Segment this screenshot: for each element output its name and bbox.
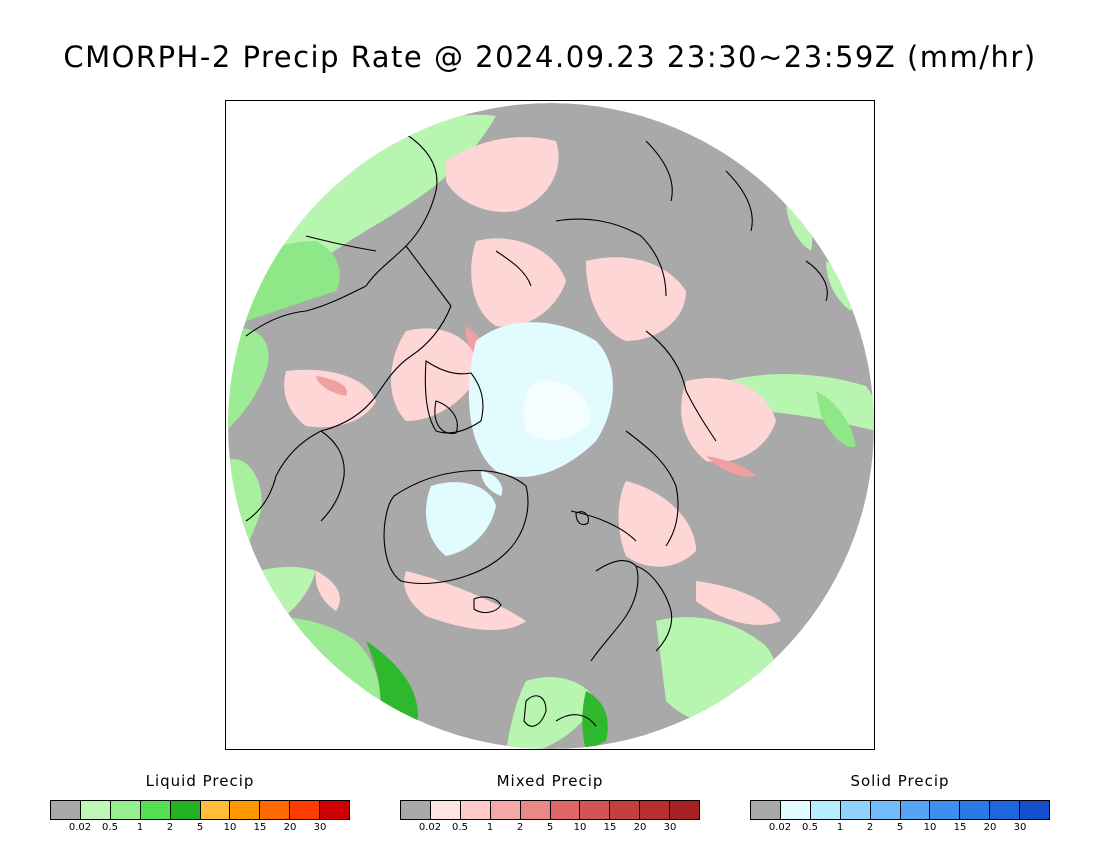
legend-swatch (900, 801, 931, 819)
legend-title: Mixed Precip (496, 772, 604, 790)
alaska-canada-border (405, 245, 452, 307)
legend-tick-label: 20 (283, 822, 297, 833)
laptev-coast (645, 330, 717, 442)
legend-swatch (840, 801, 871, 819)
legend-swatch (401, 801, 431, 819)
scandinavia-coast (590, 560, 639, 662)
map-title: CMORPH-2 Precip Rate @ 2024.09.23 23:30~… (63, 40, 1037, 74)
legend-swatch (51, 801, 81, 819)
legend-title: Liquid Precip (145, 772, 255, 790)
legend-tick-label: 10 (923, 822, 937, 833)
legend-tick-label: 5 (546, 822, 554, 833)
legend-swatch (170, 801, 201, 819)
legend-swatch (640, 801, 671, 819)
legend-tick-label: 20 (633, 822, 647, 833)
legend-tick-label: 15 (603, 822, 617, 833)
europe-coast (555, 714, 597, 727)
legend-swatch (490, 801, 521, 819)
arctic-archipelago-1 (424, 360, 484, 434)
legend-tick-label: 1 (136, 822, 144, 833)
british-isles (523, 695, 547, 727)
legend-swatches (50, 800, 350, 820)
legend-swatch (930, 801, 961, 819)
legend-ticks: 0.02 0.5 1 2 5 10 15 20 30 (50, 822, 350, 836)
legend-tick-label: 5 (896, 822, 904, 833)
chukotka-coast (645, 140, 673, 202)
legend-ticks: 0.02 0.5 1 2 5 10 15 20 30 (400, 822, 700, 836)
legend-tick-label: 10 (573, 822, 587, 833)
arctic-archipelago-2 (434, 400, 458, 435)
legend-tick-label: 2 (866, 822, 874, 833)
legend-tick-label: 0.02 (418, 822, 442, 833)
legend-swatch (580, 801, 611, 819)
legend-swatch (430, 801, 461, 819)
legend-swatch (520, 801, 551, 819)
coastlines (245, 130, 828, 727)
canada-arctic-coast (320, 305, 452, 432)
hudson-bay-east (320, 430, 345, 522)
legend-swatches (750, 800, 1050, 820)
legend-tick-label: 2 (516, 822, 524, 833)
legend-swatch (990, 801, 1021, 819)
legend-swatch (80, 801, 111, 819)
legend-swatch (320, 801, 350, 819)
legend-swatch (960, 801, 991, 819)
legend-swatch (110, 801, 141, 819)
alaska-south-coast (245, 285, 367, 337)
siberia-kara-coast (625, 430, 679, 547)
greenland-coast (383, 470, 529, 585)
legend-tick-label: 10 (223, 822, 237, 833)
legend-swatch (140, 801, 171, 819)
map-frame (225, 100, 875, 750)
legend-swatch (460, 801, 491, 819)
legend-tick-label: 1 (836, 822, 844, 833)
legend-swatches (400, 800, 700, 820)
legend-tick-label: 0.5 (802, 822, 818, 833)
legend-swatch (780, 801, 811, 819)
legend-tick-label: 5 (196, 822, 204, 833)
legend-tick-label: 30 (1013, 822, 1027, 833)
legend-swatch (290, 801, 321, 819)
legend-tick-label: 20 (983, 822, 997, 833)
legend-swatch (550, 801, 581, 819)
mixed-precip-areas (284, 137, 781, 631)
legend-tick-label: 15 (253, 822, 267, 833)
legend-tick-label: 2 (166, 822, 174, 833)
east-siberian-coast (555, 218, 667, 297)
legend-swatch (260, 801, 291, 819)
legend-swatch (1020, 801, 1050, 819)
sakhalin-coast (805, 260, 828, 302)
svalbard-coast (575, 511, 589, 526)
legend-tick-label: 30 (313, 822, 327, 833)
aleutian-arc (305, 235, 377, 252)
alaska-coast (365, 130, 438, 287)
legend-tick-label: 0.02 (768, 822, 792, 833)
legend-swatch (751, 801, 781, 819)
legend-swatch (610, 801, 641, 819)
legend-mixed: Mixed Precip 0.02 0.5 1 2 5 10 15 20 30 (400, 772, 700, 836)
legend-tick-label: 1 (486, 822, 494, 833)
baltic-coast (635, 565, 673, 652)
legend-liquid: Liquid Precip 0.02 0.5 1 2 5 10 15 20 30 (50, 772, 350, 836)
barents-coast (570, 510, 637, 542)
legend-swatch (670, 801, 700, 819)
legend-swatch (200, 801, 231, 819)
legend-tick-label: 0.5 (452, 822, 468, 833)
polar-precip-map (228, 103, 874, 749)
iceland-coast (473, 596, 502, 614)
legend-swatch (870, 801, 901, 819)
hudson-bay-coast (245, 430, 322, 522)
legend-tick-label: 0.02 (68, 822, 92, 833)
legend-ticks: 0.02 0.5 1 2 5 10 15 20 30 (750, 822, 1050, 836)
legend-swatch (810, 801, 841, 819)
chukchi-coast (495, 250, 532, 287)
legend-tick-label: 30 (663, 822, 677, 833)
kamchatka-coast (725, 170, 753, 232)
legend-tick-label: 15 (953, 822, 967, 833)
legend-title: Solid Precip (850, 772, 950, 790)
legend-tick-label: 0.5 (102, 822, 118, 833)
solid-precip-areas (426, 322, 613, 556)
legend-solid: Solid Precip 0.02 0.5 1 2 5 10 15 20 30 (750, 772, 1050, 836)
legend-swatch (230, 801, 261, 819)
